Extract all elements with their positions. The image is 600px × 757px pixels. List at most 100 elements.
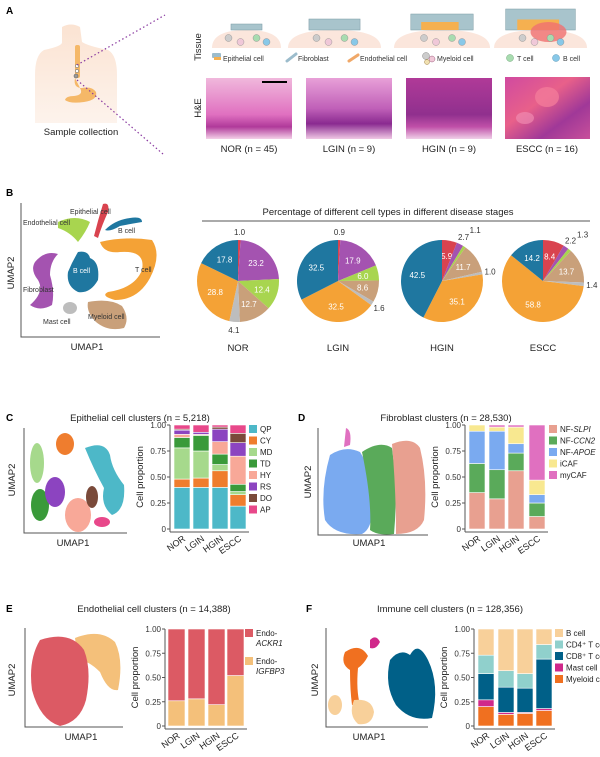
bar-segment [192, 487, 210, 530]
legend-label: CY [260, 437, 272, 446]
tissue-stroma [288, 30, 381, 48]
legend-swatch [249, 425, 257, 433]
bar-segment [226, 628, 245, 676]
bar-segment [229, 483, 247, 492]
y-tick-label: 0 [157, 722, 162, 731]
cluster-label-t-cell: T cell [135, 267, 152, 274]
y-tick-label: 1.00 [445, 421, 461, 430]
umap-f-axes [325, 628, 428, 728]
panel-letter-b: B [6, 188, 13, 199]
y-tick-label: 0.50 [150, 473, 166, 482]
panel-letter-d: D [298, 413, 305, 424]
bar-segment [229, 433, 247, 443]
bar-segment [187, 698, 206, 727]
bar-segment [229, 505, 247, 530]
pie-slice-label: 1.0 [234, 228, 246, 237]
stage-label-hgin: HGIN (n = 9) [422, 144, 476, 155]
pie-slice-label: 2.2 [565, 236, 577, 245]
zoom-line-bottom [76, 79, 164, 155]
category-label: ESCC [523, 730, 550, 753]
pie-slice [238, 240, 279, 281]
legend-swatch [549, 459, 557, 468]
pie-slice [301, 281, 372, 322]
legend-swatch [555, 675, 563, 683]
he-row-label: H&E [193, 98, 204, 118]
pie-slice [400, 240, 442, 318]
bar-segment [229, 491, 247, 495]
cluster-label-endothelial: Endothelial cell [23, 220, 71, 227]
category-label: LGIN [488, 730, 511, 750]
pie-stage-label: LGIN [327, 343, 349, 354]
legend-label: Mast cell [566, 664, 598, 673]
legend-label: NF-SLPI [560, 425, 591, 434]
body-illustration [35, 24, 117, 123]
bar-segment [211, 453, 229, 465]
bar-segment [477, 654, 495, 674]
umap-d-axes [317, 428, 428, 536]
legend-epithelial: Epithelial cell [223, 56, 264, 63]
umap-fibroblast [323, 428, 426, 535]
bar-segment [477, 673, 495, 701]
bar-segment [488, 498, 506, 530]
esophagus [75, 45, 80, 78]
bar-segment [167, 700, 186, 727]
bar-segment [211, 428, 229, 442]
umap-immune [328, 637, 436, 725]
panel-f-title: Immune cell clusters (n = 128,356) [377, 604, 523, 615]
he-image-nor [206, 78, 292, 139]
pie-slice-label: 0.9 [334, 228, 346, 237]
cluster-label-mast: Mast cell [43, 319, 71, 326]
bar-segment [528, 424, 546, 481]
pie-slice-label: 42.5 [409, 271, 425, 280]
y-tick-label: 0.50 [454, 674, 470, 683]
bar-segment [477, 699, 495, 707]
legend-label: HY [260, 471, 272, 480]
legend-swatch [249, 494, 257, 502]
bar-segment [516, 687, 534, 713]
pie-stage-label: HGIN [430, 343, 454, 354]
bar-segment [497, 714, 515, 727]
tissue-stroma [212, 30, 281, 48]
bar-segment [477, 706, 495, 727]
cluster-label-myeloid: Myeloid cell [88, 314, 125, 321]
legend-b-cell: B cell [563, 56, 581, 63]
tissue-epithelium [308, 18, 361, 31]
pie-lgin: 0.9 17.9 6.0 8.6 1.6 32.5 32.5 LGIN [297, 228, 385, 354]
bar-segment [497, 670, 515, 688]
panel-letter-c: C [6, 413, 13, 424]
umap-c-x-label: UMAP1 [57, 538, 90, 549]
tissue-cell [458, 38, 466, 46]
bar-segment [173, 437, 191, 449]
bar-segment [207, 704, 226, 727]
tissue-cell [556, 38, 565, 46]
pie-nor: 1.0 23.2 12.4 12.7 4.1 28.8 17.8 NOR [197, 228, 279, 354]
legend-swatch [249, 436, 257, 445]
umap-f-y-label: UMAP2 [310, 664, 321, 697]
category-label: ESCC [214, 730, 241, 753]
legend-fibroblast: Fibroblast [298, 56, 329, 63]
pie-slice-label: 1.3 [577, 231, 589, 240]
category-label: NOR [165, 533, 188, 553]
bar-segment [211, 470, 229, 488]
pie-slice-label: 17.9 [345, 256, 361, 265]
y-tick-label: 0 [162, 525, 167, 534]
umap-b-axes [20, 203, 160, 338]
legend-t-cell: T cell [517, 56, 534, 63]
bar-segment [173, 429, 191, 435]
cluster-label-b-cell-small: B cell [118, 228, 136, 235]
pie-slice [338, 280, 379, 302]
tissue-cell [312, 34, 321, 42]
tissue-epithelium [230, 23, 263, 31]
category-label: NOR [160, 730, 183, 750]
legend-swatch [555, 629, 563, 637]
pie-slice-label: 4.1 [228, 326, 240, 335]
bar-segment [528, 502, 546, 517]
tissue-dysplastic-cells [421, 22, 459, 30]
legend-swatch [245, 657, 253, 665]
pie-slice [501, 255, 584, 323]
legend-swatch [555, 652, 563, 660]
category-label: ESCC [516, 533, 543, 556]
legend-label: CD4⁺ T cell [566, 641, 600, 650]
bar-segment [167, 628, 186, 702]
